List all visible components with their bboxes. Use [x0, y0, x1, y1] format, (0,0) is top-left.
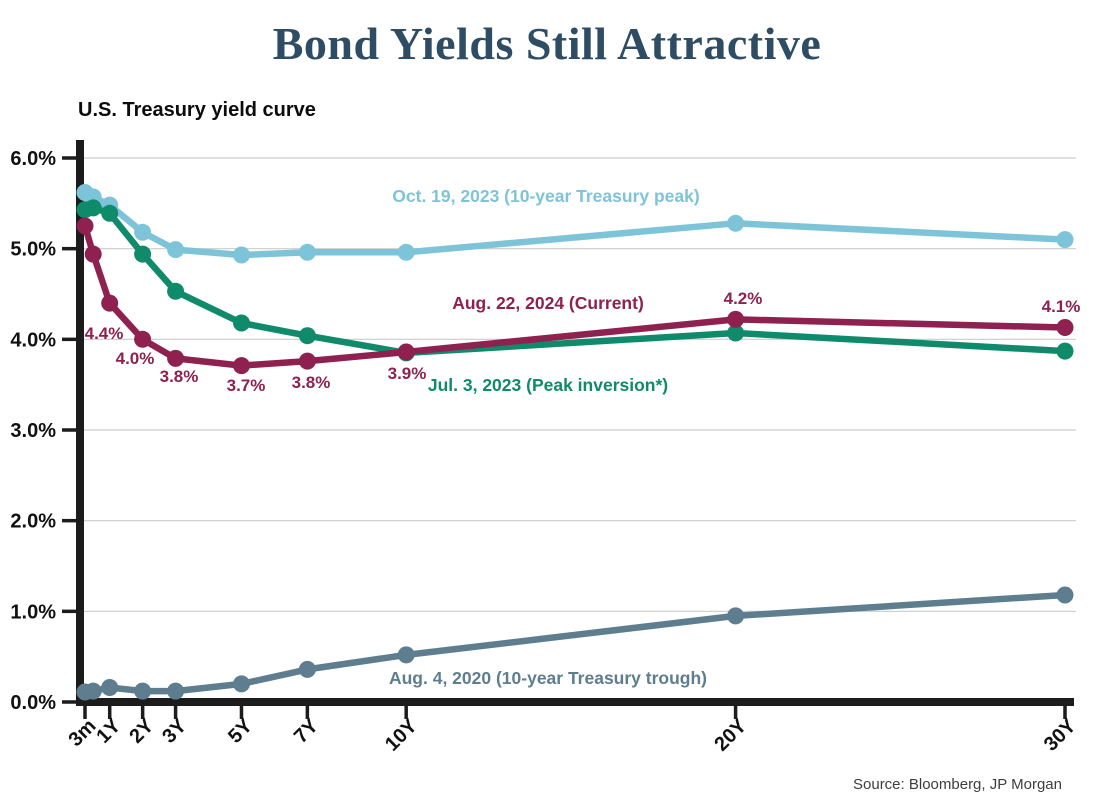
data-point-aug2024	[76, 217, 94, 235]
x-axis	[76, 698, 1074, 706]
data-point-aug2020	[397, 646, 415, 664]
y-axis-tick	[62, 700, 76, 704]
data-point-jul2023	[101, 204, 119, 222]
data-point-aug2020	[134, 682, 152, 700]
x-axis-tick	[305, 706, 310, 719]
x-tick-label: 30Y	[1040, 715, 1081, 756]
x-tick-label: 20Y	[710, 715, 751, 756]
data-point-label-aug2024: 4.0%	[116, 349, 155, 368]
data-point-label-aug2024: 3.7%	[227, 376, 266, 395]
data-point-aug2024	[397, 343, 415, 361]
data-point-oct2023	[298, 243, 316, 261]
x-axis-tick	[733, 706, 738, 719]
data-point-oct2023	[397, 243, 415, 261]
y-tick-label: 5.0%	[10, 239, 56, 261]
data-point-label-aug2024: 3.8%	[292, 373, 331, 392]
data-point-oct2023	[167, 241, 185, 259]
x-axis-tick	[83, 706, 87, 719]
data-point-aug2020	[167, 682, 185, 700]
series-line-oct2023	[81, 189, 1069, 259]
data-point-aug2020	[233, 675, 250, 693]
source-note: Source: Bloomberg, JP Morgan	[853, 776, 1062, 793]
chart-subtitle: U.S. Treasury yield curve	[78, 99, 316, 121]
x-tick-label: 7Y	[290, 715, 323, 748]
series-line-aug2024	[81, 222, 1069, 369]
x-tick-label: 3Y	[158, 715, 191, 748]
y-axis-tick	[62, 337, 76, 342]
data-point-label-aug2024: 4.1%	[1042, 297, 1081, 316]
y-tick-label: 4.0%	[10, 329, 56, 351]
x-axis-tick	[107, 706, 112, 719]
data-point-oct2023	[134, 223, 152, 241]
x-tick-label: 5Y	[224, 715, 257, 748]
data-point-jul2023	[233, 314, 250, 332]
data-point-aug2020	[298, 660, 316, 678]
data-point-jul2023	[167, 282, 185, 300]
data-point-aug2024	[134, 330, 152, 348]
data-point-jul2023	[84, 199, 102, 217]
y-tick-label: 2.0%	[10, 511, 56, 533]
data-point-oct2023	[233, 246, 250, 264]
x-axis-tick	[1063, 706, 1067, 719]
data-point-jul2023	[1056, 342, 1074, 360]
y-axis-tick	[62, 609, 76, 614]
data-point-aug2020	[727, 607, 745, 625]
y-tick-label: 6.0%	[10, 148, 56, 170]
x-tick-label: 2Y	[125, 715, 158, 748]
x-axis-tick	[404, 706, 408, 719]
y-axis-tick	[62, 428, 76, 432]
data-point-aug2024	[167, 349, 185, 367]
y-tick-label: 3.0%	[10, 420, 56, 442]
data-point-oct2023	[727, 214, 745, 232]
series-label-jul2023: Jul. 3, 2023 (Peak inversion*)	[428, 375, 668, 395]
data-point-label-aug2024: 4.2%	[724, 289, 763, 308]
x-tick-label: 1Y	[92, 715, 125, 748]
data-point-jul2023	[727, 324, 745, 342]
data-point-aug2020	[1056, 586, 1074, 604]
data-point-label-aug2024: 4.4%	[85, 324, 124, 343]
y-axis-tick	[62, 156, 76, 160]
data-point-aug2024	[1056, 319, 1074, 336]
data-point-oct2023	[1056, 231, 1074, 249]
y-axis-tick	[62, 518, 76, 523]
y-tick-label: 0.0%	[10, 692, 56, 714]
x-axis-tick	[173, 706, 178, 719]
data-point-aug2024	[298, 352, 316, 370]
series-label-oct2023: Oct. 19, 2023 (10-year Treasury peak)	[392, 186, 699, 206]
x-tick-label: 10Y	[381, 715, 422, 756]
x-axis-tick	[239, 706, 244, 719]
data-point-label-aug2024: 3.9%	[388, 364, 427, 383]
data-point-aug2024	[727, 310, 745, 328]
chart-title: Bond Yields Still Attractive	[272, 18, 822, 69]
data-point-aug2024	[84, 245, 102, 263]
data-point-jul2023	[298, 327, 316, 345]
y-axis	[76, 140, 84, 706]
data-point-aug2020	[84, 682, 102, 700]
data-point-aug2020	[101, 679, 119, 696]
series-label-aug2024: Aug. 22, 2024 (Current)	[452, 293, 644, 313]
x-axis-tick	[140, 706, 145, 719]
series-line-jul2023	[81, 204, 1069, 357]
data-point-aug2024	[233, 357, 250, 375]
data-point-label-aug2024: 3.8%	[160, 367, 199, 386]
y-axis-tick	[62, 246, 76, 251]
series-label-aug2020: Aug. 4, 2020 (10-year Treasury trough)	[389, 668, 707, 688]
data-point-jul2023	[134, 245, 152, 263]
data-point-aug2024	[101, 294, 119, 312]
y-tick-label: 1.0%	[10, 601, 56, 623]
